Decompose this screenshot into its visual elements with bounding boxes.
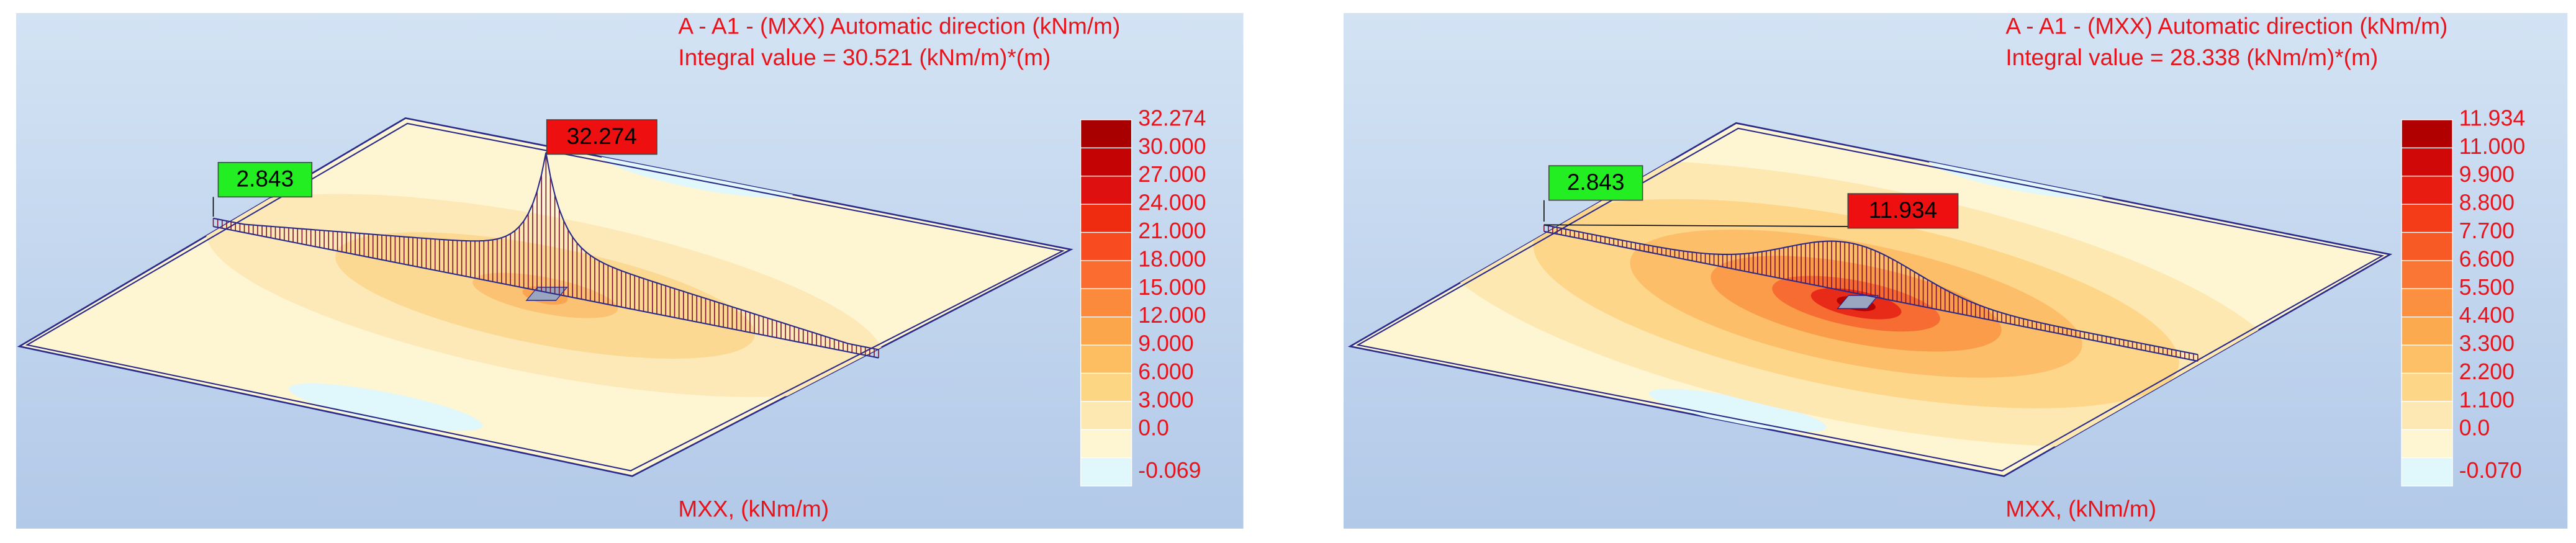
legend-label: 1.100 — [2459, 387, 2515, 412]
legend-label: 21.000 — [1138, 218, 1206, 243]
legend-swatch — [1080, 231, 1132, 261]
legend-swatch — [2401, 401, 2453, 430]
legend-label: 5.500 — [2459, 275, 2515, 300]
legend-label: 18.000 — [1138, 246, 1206, 271]
legend-label: 11.000 — [2459, 134, 2526, 159]
legend-label: 30.000 — [1138, 134, 1206, 159]
result-title: A - A1 - (MXX) Automatic direction (kNm/… — [678, 13, 1120, 39]
legend-label: 6.600 — [2459, 246, 2515, 271]
diagram-outline — [1543, 224, 2199, 356]
legend-swatch — [1080, 260, 1132, 289]
max-label-box — [1847, 193, 1959, 229]
legend-label: -0.070 — [2459, 458, 2522, 483]
legend-label: 3.300 — [2459, 331, 2515, 356]
legend-label: 3.000 — [1138, 387, 1193, 412]
legend-label: 8.800 — [2459, 191, 2515, 215]
legend-swatch — [2401, 316, 2453, 346]
legend-swatch — [1080, 176, 1132, 205]
legend-label: 9.000 — [1138, 331, 1193, 356]
legend-label: 2.200 — [2459, 359, 2515, 384]
min-label: 2.843 — [1567, 169, 1625, 195]
min-label: 2.843 — [237, 166, 294, 192]
axis-label: MXX, (kNm/m) — [2005, 496, 2156, 522]
legend-swatch — [2401, 119, 2453, 149]
legend-swatch — [2401, 344, 2453, 374]
legend-label: 32.274 — [1138, 105, 1206, 130]
legend-swatch — [1080, 316, 1132, 346]
legend-label: 11.934 — [2459, 105, 2526, 130]
legend-swatch — [2401, 204, 2453, 233]
legend-swatch — [2401, 372, 2453, 402]
legend-swatch — [1080, 288, 1132, 318]
legend-label: 24.000 — [1138, 191, 1206, 215]
legend-label: 9.900 — [2459, 162, 2515, 187]
legend-label: 4.400 — [2459, 303, 2515, 328]
legend-swatch — [1080, 457, 1132, 487]
cut-diagram — [1543, 224, 2199, 362]
legend-swatch — [2401, 231, 2453, 261]
max-label: 32.274 — [567, 123, 637, 149]
integral-value: Integral value = 30.521 (kNm/m)*(m) — [678, 44, 1051, 70]
legend-swatch — [1080, 344, 1132, 374]
min-label-box — [217, 161, 313, 198]
result-title: A - A1 - (MXX) Automatic direction (kNm/… — [2005, 13, 2447, 39]
legend-swatch — [1080, 401, 1132, 430]
legend-swatch — [2401, 429, 2453, 459]
legend-label: 12.000 — [1138, 303, 1206, 328]
legend-swatch — [2401, 176, 2453, 205]
max-label: 11.934 — [1869, 197, 1938, 223]
min-label-box — [1548, 165, 1643, 201]
result-panel: 2.843 32.274 A - A1 - (MXX) Automatic dire… — [16, 13, 1244, 529]
axis-label: MXX, (kNm/m) — [678, 496, 829, 522]
legend-swatch — [1080, 429, 1132, 459]
legend-swatch — [2401, 147, 2453, 177]
legend-label: 0.0 — [1138, 416, 1169, 441]
legend-swatch — [2401, 260, 2453, 289]
legend-label: -0.069 — [1138, 458, 1201, 483]
legend-swatch — [1080, 119, 1132, 149]
contour-negative — [289, 383, 483, 431]
diagram-base — [1543, 230, 2199, 362]
diagram-base — [213, 225, 879, 359]
legend-swatch — [1080, 372, 1132, 402]
legend-label: 6.000 — [1138, 359, 1193, 384]
legend-swatch — [1080, 147, 1132, 177]
contour-negative — [1649, 388, 1827, 433]
legend-label: 27.000 — [1138, 162, 1206, 187]
legend-swatch — [2401, 457, 2453, 487]
integral-value: Integral value = 28.338 (kNm/m)*(m) — [2005, 44, 2378, 70]
result-panel: 2.843 11.934 A - A1 - (MXX) Automatic dire… — [1344, 13, 2568, 529]
max-label-box — [546, 119, 658, 155]
legend-swatch — [1080, 204, 1132, 233]
max-leader — [1543, 224, 1850, 227]
legend-swatch — [2401, 288, 2453, 318]
column — [1837, 295, 1879, 310]
legend-label: 7.700 — [2459, 218, 2515, 243]
legend-label: 0.0 — [2459, 416, 2490, 441]
legend-label: 15.000 — [1138, 275, 1206, 300]
